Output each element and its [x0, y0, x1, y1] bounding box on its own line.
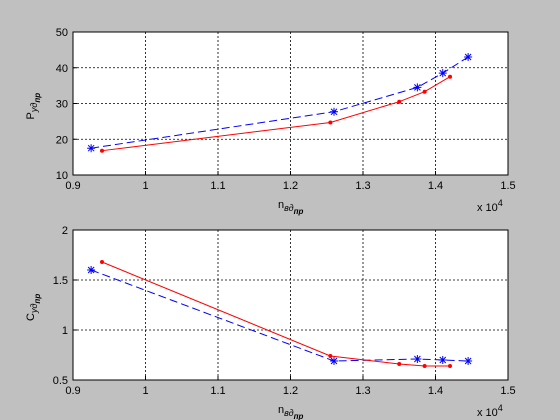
y-axis-label-main: C [25, 313, 37, 321]
x-multiplier: x 104 [477, 403, 503, 419]
x-tick-label: 1.4 [428, 180, 443, 192]
y-axis-label: Pудпр [25, 93, 42, 120]
x-axis-label-subsub: пр [294, 207, 304, 216]
series-line [91, 56, 469, 149]
y-axis-label: Cудпр [25, 294, 42, 321]
x-tick-label: 0.9 [65, 385, 80, 397]
y-tick-label: 40 [56, 63, 68, 75]
x-multiplier-text: x 10 [477, 407, 498, 419]
x-multiplier: x 104 [477, 198, 503, 214]
x-tick-label: 1.5 [500, 180, 515, 192]
marker-star [413, 83, 422, 92]
x-tick-label: 1.5 [500, 385, 515, 397]
x-tick-label: 1 [142, 180, 148, 192]
x-multiplier-exponent: 4 [498, 198, 503, 208]
x-tick-label: 1.3 [355, 180, 370, 192]
marker-dot [328, 354, 333, 358]
y-tick-label: 1.5 [53, 275, 68, 287]
y-tick-label: 10 [56, 170, 68, 182]
marker-dot [448, 74, 452, 79]
marker-dot [100, 260, 104, 264]
marker-star [87, 266, 96, 274]
x-multiplier-exponent: 4 [498, 403, 503, 413]
x-axis-label-main: n [278, 404, 284, 416]
x-tick-label: 1 [142, 385, 148, 397]
x-axis-label-sub: вд [284, 408, 294, 418]
y-axis-label-subsub: пр [33, 294, 42, 304]
marker-star [438, 69, 447, 78]
marker-dot [448, 364, 452, 368]
marker-star [330, 107, 338, 116]
y-tick-label: 0.5 [53, 375, 68, 387]
y-axis-label-main: P [25, 112, 37, 119]
x-axis-label: nвдпр [278, 404, 303, 420]
marker-dot [397, 362, 402, 366]
x-multiplier-text: x 10 [477, 202, 498, 214]
marker-dot [422, 89, 427, 94]
x-tick-label: 0.9 [65, 180, 80, 192]
marker-dot [422, 364, 427, 368]
y-tick-label: 30 [56, 99, 68, 111]
x-tick-label: 1.3 [355, 385, 370, 397]
y-tick-label: 1 [62, 325, 68, 337]
marker-star [464, 53, 473, 62]
x-tick-label: 1.2 [283, 180, 298, 192]
marker-star [87, 144, 96, 153]
y-axis-label-sub: уд [29, 103, 39, 114]
y-tick-label: 2 [62, 225, 68, 237]
x-tick-label: 1.1 [210, 385, 225, 397]
marker-star [464, 357, 473, 365]
y-tick-label: 50 [56, 27, 68, 39]
x-axis-label-subsub: пр [294, 412, 304, 420]
marker-dot [328, 120, 333, 125]
x-tick-label: 1.1 [210, 180, 225, 192]
marker-star [438, 356, 447, 364]
y-tick-label: 20 [56, 134, 68, 146]
marker-star [330, 357, 338, 365]
x-axis-label-sub: вд [284, 203, 294, 213]
y-axis-label-subsub: пр [33, 93, 42, 103]
x-axis-label: nвдпр [278, 199, 303, 216]
y-axis-label-sub: уд [29, 304, 39, 315]
x-axis-label-main: n [278, 199, 284, 211]
marker-dot [100, 148, 104, 153]
x-tick-label: 1.4 [428, 385, 443, 397]
marker-dot [397, 99, 402, 104]
x-tick-label: 1.2 [283, 385, 298, 397]
marker-star [413, 355, 422, 363]
